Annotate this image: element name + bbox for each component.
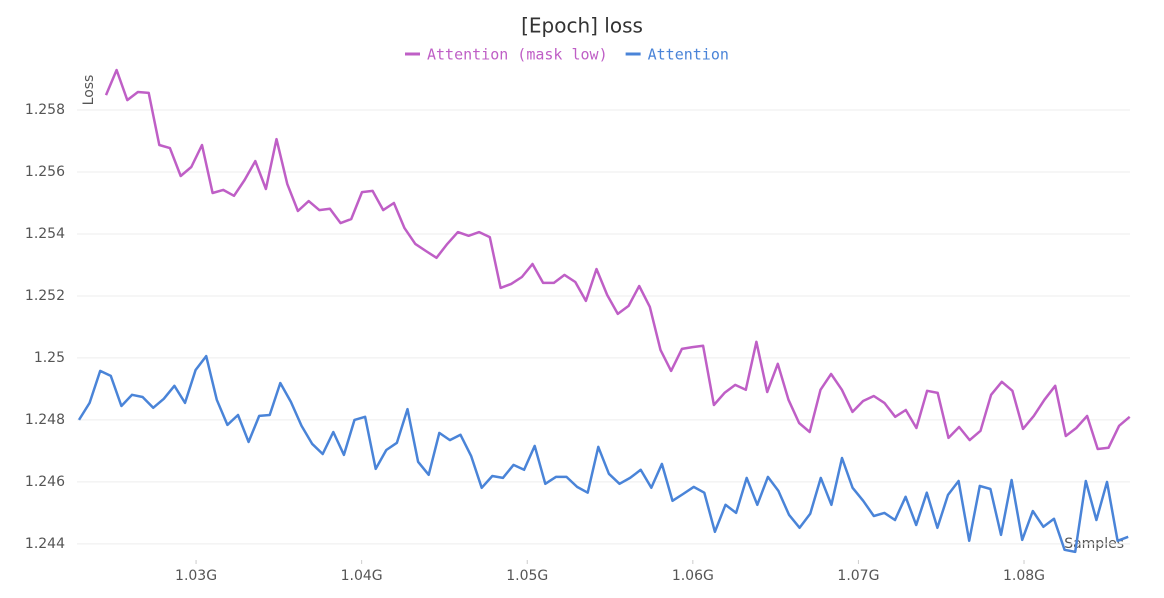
- x-tick-label: 1.05G: [506, 568, 548, 584]
- y-tick-label: 1.25: [34, 350, 65, 366]
- x-tick-label: 1.06G: [672, 568, 714, 584]
- legend-label: Attention (mask low): [427, 46, 608, 64]
- x-tick-label: 1.04G: [341, 568, 383, 584]
- y-tick-label: 1.254: [25, 226, 65, 242]
- x-tick-label: 1.03G: [175, 568, 217, 584]
- y-tick-label: 1.244: [25, 536, 65, 552]
- y-tick-label: 1.246: [25, 474, 65, 490]
- series-line: [77, 354, 1129, 554]
- x-tick-label: 1.07G: [837, 568, 879, 584]
- y-tick-label: 1.252: [25, 288, 65, 304]
- y-tick-label: 1.248: [25, 412, 65, 428]
- legend: Attention (mask low) Attention: [405, 46, 729, 64]
- series-line: [104, 68, 1131, 451]
- x-tick-label: 1.08G: [1003, 568, 1045, 584]
- chart-title: [Epoch] loss: [521, 14, 643, 38]
- y-tick-label: 1.258: [25, 102, 65, 118]
- legend-label: Attention: [648, 46, 729, 64]
- y-tick-label: 1.256: [25, 164, 65, 180]
- y-axis-label: Loss: [81, 75, 97, 106]
